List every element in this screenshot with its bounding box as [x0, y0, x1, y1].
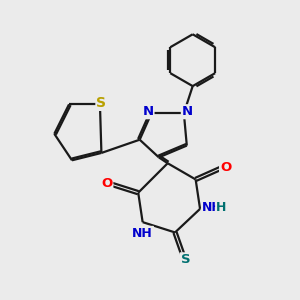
Text: NH: NH: [132, 227, 153, 240]
Text: H: H: [216, 201, 226, 214]
Text: N: N: [142, 105, 154, 118]
Text: NH: NH: [202, 201, 223, 214]
Text: O: O: [101, 177, 112, 190]
Text: S: S: [96, 96, 106, 110]
Text: S: S: [181, 253, 190, 266]
Text: N: N: [182, 105, 193, 118]
Text: O: O: [220, 161, 231, 174]
